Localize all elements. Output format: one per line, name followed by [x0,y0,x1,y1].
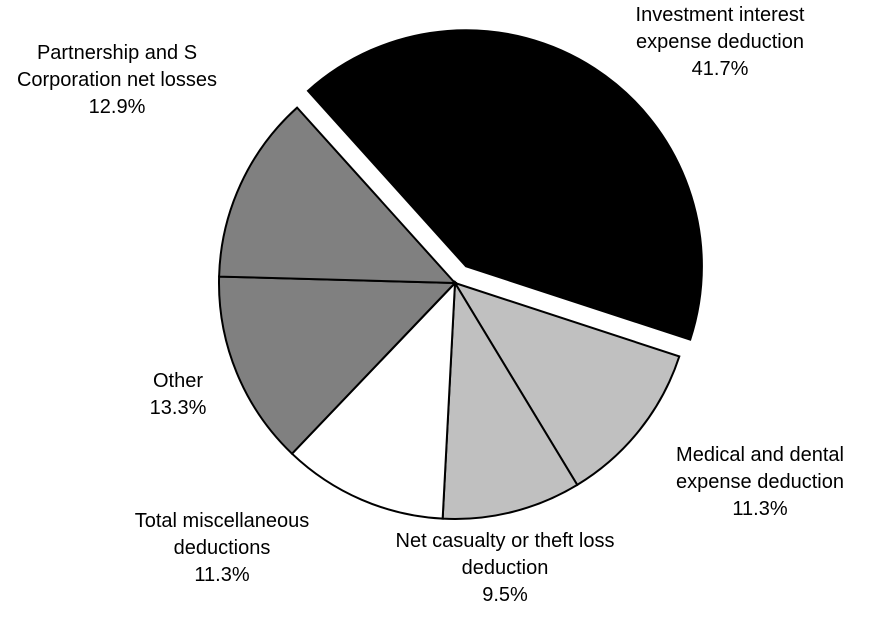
pie-slice [452,281,681,487]
category-label: Other [152,370,204,392]
pie-slice [218,106,458,285]
slice-label: Other 13.3% [118,368,238,422]
value-label: 9.5% [482,584,528,606]
pie-slice [218,275,458,456]
value-label: 13.3% [149,397,207,419]
category-label: Investment interest expense deduction [635,4,805,53]
slice-label: Investment interest expense deduction 41.… [605,2,835,83]
value-label: 11.3% [732,498,788,520]
category-label: Total miscellaneous deductions [134,510,310,559]
value-label: 11.3% [194,564,250,586]
slice-label: Partnership and S Corporation net losses… [0,40,242,121]
category-label: Partnership and S Corporation net losses [16,42,218,91]
pie-slice [290,280,457,520]
value-label: 12.9% [88,96,146,118]
pie-slice [441,279,579,520]
category-label: Medical and dental expense deduction [676,444,844,493]
slice-label: Net casualty or theft loss deduction 9.5% [380,528,630,609]
slice-label: Total miscellaneous deductions 11.3% [97,508,347,589]
slice-label: Medical and dental expense deduction 11.3… [645,442,875,523]
category-label: Net casualty or theft loss deduction [395,530,615,579]
value-label: 41.7% [691,58,749,80]
pie-slice [306,29,703,341]
